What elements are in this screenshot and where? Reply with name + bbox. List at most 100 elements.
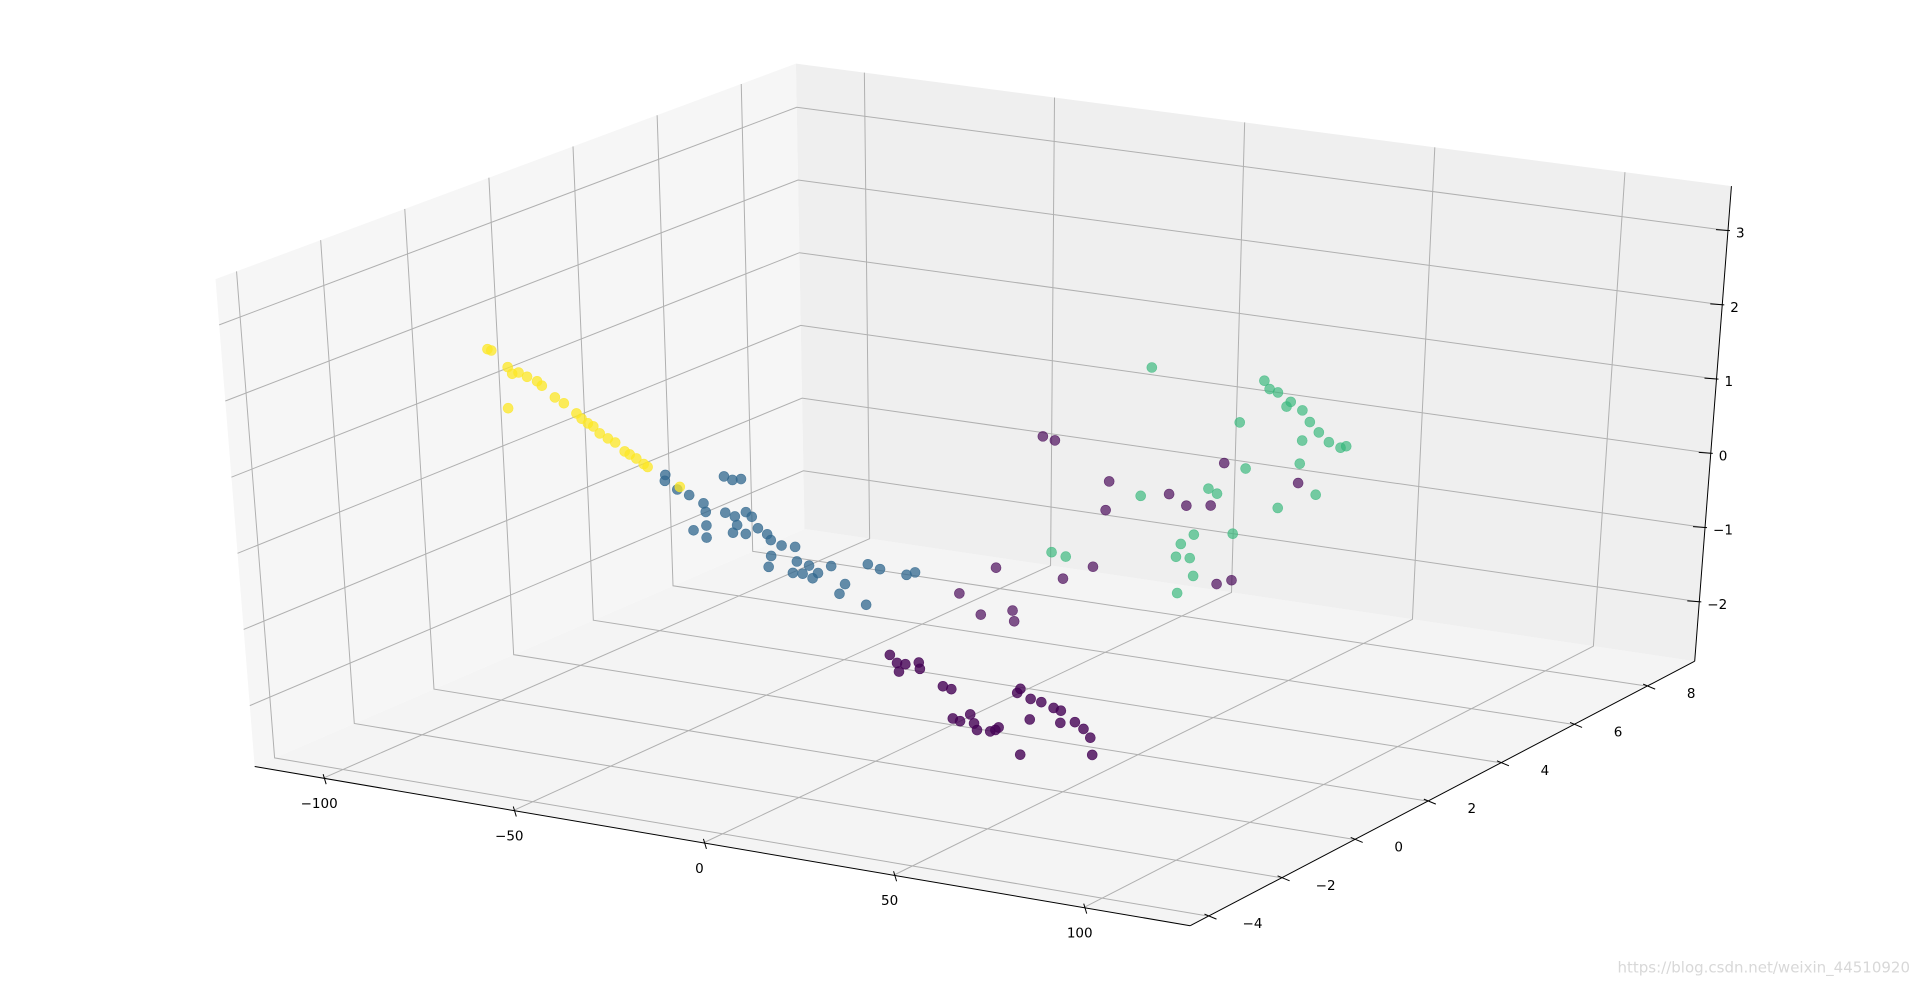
point: [1060, 551, 1072, 562]
point: [862, 558, 874, 570]
point: [536, 380, 548, 392]
point: [1170, 551, 1182, 563]
point: [1087, 561, 1099, 573]
point: [588, 421, 599, 432]
z-tick: [1687, 600, 1702, 603]
point: [765, 534, 777, 546]
point: [1100, 504, 1111, 516]
point: [839, 578, 851, 590]
point: [874, 563, 886, 575]
point: [825, 560, 837, 572]
point: [701, 520, 712, 531]
point: [1171, 587, 1183, 599]
grid-line: [703, 122, 1246, 844]
x-tick-label: −100: [301, 796, 338, 812]
x-tick-label: 0: [695, 861, 704, 877]
point: [1323, 436, 1335, 448]
point: [954, 588, 965, 599]
point: [1281, 401, 1292, 412]
grid-line: [320, 240, 1282, 879]
point: [954, 715, 966, 727]
grid-line: [219, 106, 1729, 326]
point: [1292, 477, 1304, 489]
point: [1187, 570, 1199, 582]
point: [787, 567, 799, 579]
point: [1037, 431, 1049, 442]
y-tick-label: −4: [1243, 916, 1263, 932]
point: [558, 397, 570, 409]
z-tick: [1704, 377, 1719, 380]
point: [763, 561, 774, 573]
grid-line: [249, 470, 1700, 707]
grid-line: [1083, 172, 1626, 909]
point: [807, 572, 818, 584]
point: [964, 709, 976, 720]
point: [1340, 440, 1352, 452]
point: [1211, 488, 1223, 499]
point: [1304, 416, 1316, 428]
point: [834, 588, 845, 600]
point: [1055, 717, 1066, 729]
point: [1103, 476, 1115, 487]
point: [971, 724, 983, 736]
y-axis: [1189, 660, 1695, 927]
point: [1296, 435, 1308, 446]
grid-line: [488, 177, 1428, 802]
point: [884, 649, 896, 661]
point: [1188, 529, 1200, 540]
point: [1046, 546, 1057, 558]
x-tick: [322, 774, 327, 785]
y-tick: [1423, 798, 1437, 805]
point: [1234, 417, 1246, 428]
z-tick: [1715, 229, 1731, 232]
point: [720, 507, 731, 519]
x-tick-label: 100: [1067, 926, 1093, 942]
point: [1310, 489, 1322, 501]
point: [975, 609, 987, 620]
y-tick-label: −2: [1316, 878, 1336, 894]
point: [1084, 732, 1096, 744]
z-tick-label: −2: [1707, 597, 1727, 613]
point: [609, 437, 621, 448]
grid-line: [404, 208, 1355, 840]
point: [1227, 528, 1239, 540]
point: [1015, 683, 1026, 695]
point: [1272, 387, 1284, 398]
y-tick: [1569, 722, 1583, 728]
x-tick: [702, 838, 707, 850]
grid-line: [656, 115, 1575, 725]
point: [1036, 696, 1047, 708]
point: [900, 658, 911, 670]
point: [1024, 714, 1036, 725]
z-tick: [1692, 526, 1708, 529]
point: [791, 556, 803, 567]
point: [1240, 463, 1251, 474]
grid-line: [237, 324, 1711, 554]
point: [765, 550, 777, 562]
z-axis: [1694, 186, 1732, 662]
point: [1259, 375, 1270, 387]
y-tick: [1642, 683, 1656, 690]
point: [914, 663, 926, 675]
point: [984, 726, 996, 737]
y-tick-label: 6: [1614, 724, 1623, 740]
point: [1205, 500, 1216, 511]
z-tick-label: −1: [1713, 523, 1733, 539]
x-axis: [254, 766, 1191, 927]
grid-line: [893, 147, 1436, 876]
grid-line: [513, 97, 1056, 811]
point: [1184, 552, 1196, 564]
point: [1014, 749, 1026, 760]
point: [1007, 605, 1018, 616]
grid-line: [243, 397, 1706, 630]
point: [701, 532, 712, 543]
point: [803, 560, 815, 571]
grid-line: [231, 252, 1717, 478]
point: [909, 567, 921, 578]
grid-line: [236, 271, 1209, 917]
point: [1175, 538, 1187, 550]
point: [521, 371, 533, 383]
point: [740, 528, 752, 540]
y-tick-label: 8: [1687, 686, 1696, 702]
